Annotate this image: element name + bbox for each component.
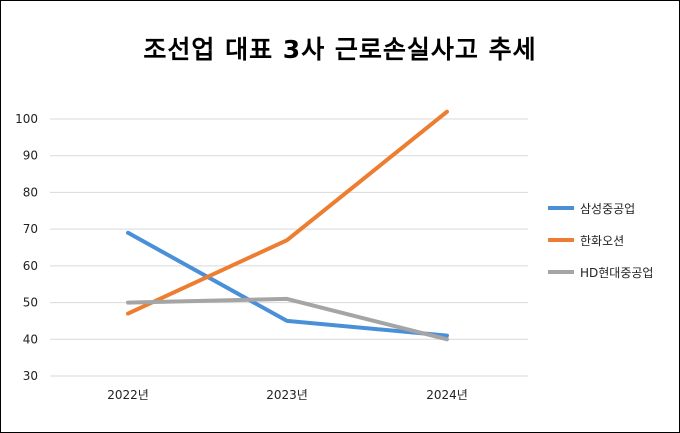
series-line-1 [126,109,449,316]
y-tick-label-80: 80 [23,185,38,199]
legend-item-samsung: 삼성중공업 [548,200,653,216]
x-tick-label-1: 2023년 [266,388,308,402]
legend-swatch-hanwha [548,238,574,242]
y-tick-label-30: 30 [23,369,38,383]
legend-item-hanwha: 한화오션 [548,232,653,248]
series-line-0 [126,230,449,338]
legend: 삼성중공업 한화오션 HD현대중공업 [548,200,653,296]
x-tick-label-2: 2024년 [426,388,468,402]
series-line-2 [126,296,449,342]
y-tick-label-100: 100 [15,112,38,126]
legend-label-hd-hyundai: HD현대중공업 [580,265,654,280]
y-tick-label-90: 90 [23,149,38,163]
legend-label-samsung: 삼성중공업 [580,201,636,216]
y-tick-label-60: 60 [23,259,38,273]
y-tick-label-40: 40 [23,332,38,346]
legend-label-hanwha: 한화오션 [580,233,625,248]
legend-swatch-hd-hyundai [548,270,574,274]
y-tick-label-50: 50 [23,296,38,310]
y-tick-label-70: 70 [23,222,38,236]
chart-title: 조선업 대표 3사 근로손실사고 추세 [143,35,537,64]
legend-swatch-samsung [548,206,574,210]
legend-item-hd-hyundai: HD현대중공업 [548,264,653,280]
x-tick-label-0: 2022년 [107,388,149,402]
